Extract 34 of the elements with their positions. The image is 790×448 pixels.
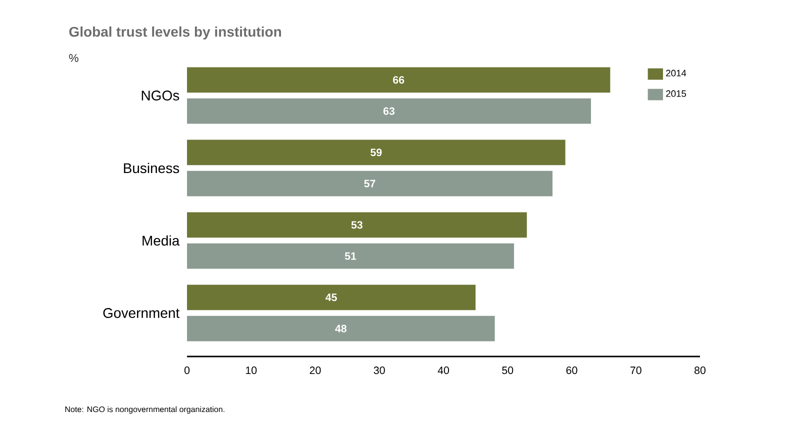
bar xyxy=(187,170,553,196)
bar xyxy=(187,140,566,166)
chart-title: Global trust levels by institution xyxy=(69,26,281,40)
x-tick-label: 70 xyxy=(630,366,642,374)
x-tick-label: 10 xyxy=(246,366,257,374)
bar xyxy=(187,98,591,124)
text: % xyxy=(69,54,78,62)
data-label: 57 xyxy=(364,180,376,188)
data-label: 66 xyxy=(393,76,404,84)
y-tick-label: Business xyxy=(124,162,180,174)
x-tick-label: 80 xyxy=(694,366,706,374)
x-tick-label: 40 xyxy=(438,366,450,374)
y-tick-label: Media xyxy=(142,235,180,246)
data-label: 53 xyxy=(351,221,362,229)
x-tick-label: 50 xyxy=(502,366,514,374)
data-label: 48 xyxy=(335,324,346,332)
data-label: 59 xyxy=(370,148,382,156)
bar xyxy=(187,243,514,269)
legend-label: 2015 xyxy=(666,90,686,97)
bar xyxy=(187,284,476,310)
legend-label: 2014 xyxy=(666,70,686,76)
data-label: 51 xyxy=(344,252,356,260)
bar xyxy=(187,316,495,342)
data-label: 45 xyxy=(326,294,337,302)
x-tick-label: 60 xyxy=(566,366,578,374)
y-tick-label: Government xyxy=(103,308,180,318)
text: Note: NGO is nongovernmental organization. xyxy=(65,406,224,414)
y-tick-label: NGOs xyxy=(142,90,180,100)
bar xyxy=(187,212,527,238)
bar xyxy=(187,67,610,93)
x-tick-label: 0 xyxy=(184,366,190,374)
x-tick-label: 30 xyxy=(374,366,385,374)
x-tick-label: 20 xyxy=(310,366,321,374)
data-label: 63 xyxy=(383,107,395,115)
